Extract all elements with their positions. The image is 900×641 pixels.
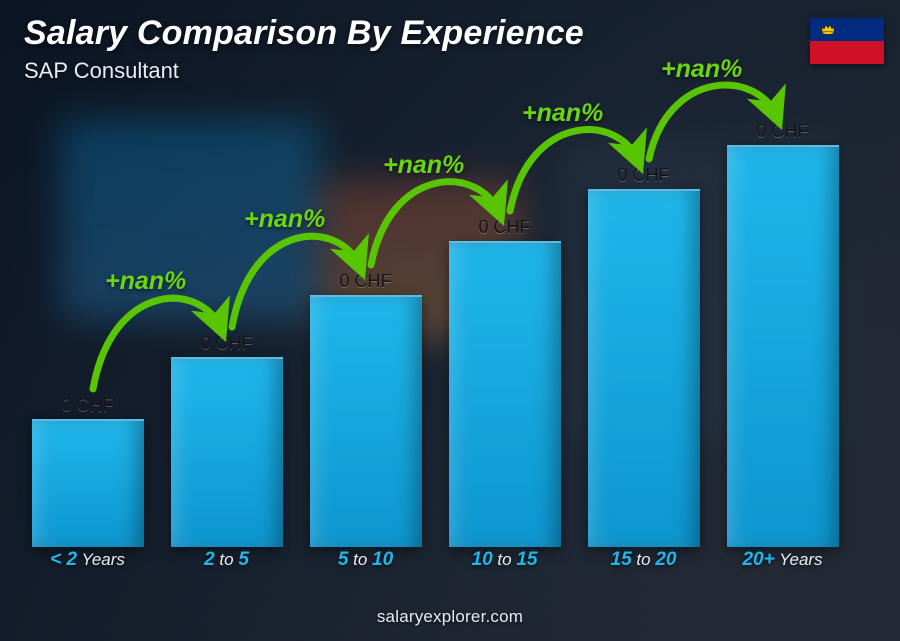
bar-chart: 0 CHF0 CHF0 CHF0 CHF0 CHF0 CHF+nan%+nan%… — [18, 99, 852, 579]
growth-delta-label: +nan% — [383, 151, 464, 180]
footer-credit: salaryexplorer.com — [0, 607, 900, 627]
flag-top-stripe — [810, 18, 884, 41]
flag-bottom-stripe — [810, 41, 884, 64]
bar-value-label: 0 CHF — [61, 395, 113, 416]
bar-column: 0 CHF — [296, 295, 435, 547]
bar: 0 CHF — [449, 241, 561, 547]
bar-column: 0 CHF — [435, 241, 574, 547]
bar-column: 0 CHF — [713, 145, 852, 547]
bar: 0 CHF — [32, 419, 144, 547]
salary-chart-stage: Salary Comparison By Experience SAP Cons… — [0, 0, 900, 641]
flag-crown-icon — [820, 21, 836, 35]
bar: 0 CHF — [171, 357, 283, 547]
bar: 0 CHF — [310, 295, 422, 547]
growth-delta-label: +nan% — [105, 267, 186, 296]
x-axis-label: 5 to 10 — [296, 549, 435, 579]
x-axis-label: 2 to 5 — [157, 549, 296, 579]
x-axis-label: 10 to 15 — [435, 549, 574, 579]
page-title: Salary Comparison By Experience — [24, 14, 584, 53]
bar: 0 CHF — [727, 145, 839, 547]
bar-value-label: 0 CHF — [339, 271, 391, 292]
bar-value-label: 0 CHF — [478, 217, 530, 238]
bar-value-label: 0 CHF — [200, 333, 252, 354]
x-axis-label: 20+ Years — [713, 549, 852, 579]
growth-delta-label: +nan% — [244, 205, 325, 234]
bar-column: 0 CHF — [157, 357, 296, 547]
bar-value-label: 0 CHF — [756, 121, 808, 142]
x-axis-labels: < 2 Years2 to 55 to 1010 to 1515 to 2020… — [18, 549, 852, 579]
bar-group: 0 CHF0 CHF0 CHF0 CHF0 CHF0 CHF+nan%+nan%… — [18, 99, 852, 547]
page-subtitle: SAP Consultant — [24, 58, 179, 84]
bar: 0 CHF — [588, 189, 700, 547]
bar-column: 0 CHF — [574, 189, 713, 547]
growth-delta-label: +nan% — [661, 55, 742, 84]
x-axis-label: < 2 Years — [18, 549, 157, 579]
bar-value-label: 0 CHF — [617, 165, 669, 186]
country-flag-icon — [810, 18, 884, 64]
bar-column: 0 CHF — [18, 419, 157, 547]
x-axis-label: 15 to 20 — [574, 549, 713, 579]
growth-delta-label: +nan% — [522, 99, 603, 128]
